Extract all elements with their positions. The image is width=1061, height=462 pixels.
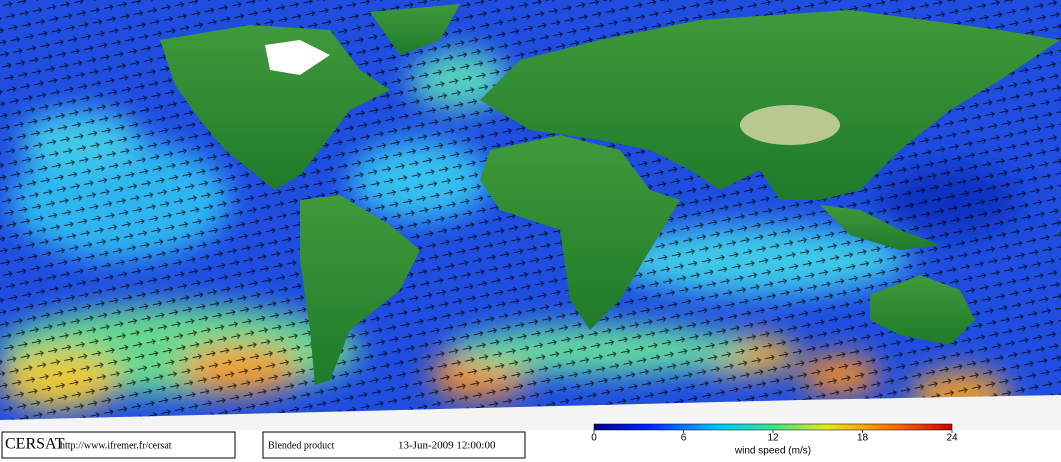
date: 13-Jun-2009 12:00:00 xyxy=(398,440,496,452)
north-america xyxy=(160,25,390,190)
logo-box xyxy=(1,431,236,459)
greenland xyxy=(370,4,460,55)
map xyxy=(0,0,1061,432)
colorbar-tick-label: 0 xyxy=(591,433,597,444)
colorbar-tick-label: 6 xyxy=(681,433,687,444)
url: http://www.ifremer.fr/cersat xyxy=(60,440,172,451)
arctic-ice xyxy=(265,40,330,75)
colorbar-tick-label: 24 xyxy=(946,433,958,444)
colorbar: wind speed (m/s) 0 6 12 18 24 xyxy=(591,423,958,457)
africa xyxy=(480,135,680,330)
product: Blended product xyxy=(268,440,335,451)
colorbar-label: wind speed (m/s) xyxy=(734,446,811,457)
colorbar-ramp xyxy=(593,423,953,431)
australia xyxy=(870,275,975,345)
product-box xyxy=(262,431,526,459)
colorbar-tick-label: 12 xyxy=(767,433,779,444)
indonesia xyxy=(820,205,940,250)
continents xyxy=(160,4,1060,385)
colorbar-tick-label: 18 xyxy=(857,433,869,444)
logo: CERSAT xyxy=(5,436,65,453)
tibet xyxy=(740,105,840,145)
south-america xyxy=(300,195,420,385)
eurasia xyxy=(480,10,1060,200)
antarctica xyxy=(0,395,1061,432)
